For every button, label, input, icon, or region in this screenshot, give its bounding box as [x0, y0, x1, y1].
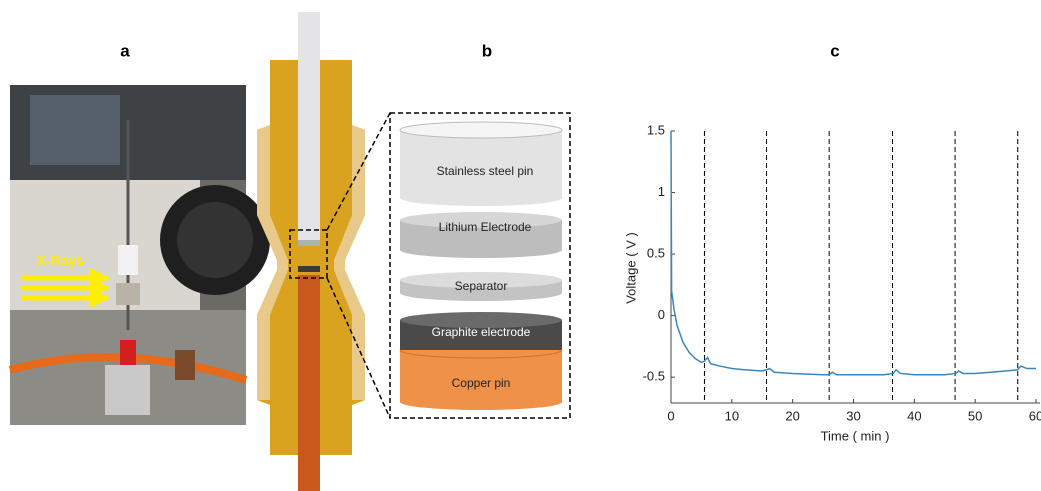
photo-part	[120, 340, 136, 365]
y-tick-label: 0	[658, 307, 665, 322]
y-tick-label: 1.5	[647, 122, 665, 137]
figure: a b c X-Rays	[0, 0, 1041, 491]
y-tick-label: -0.5	[643, 369, 665, 384]
y-tick-label: 1	[658, 184, 665, 199]
x-tick-label: 0	[667, 408, 674, 423]
xray-label: X-Rays	[36, 253, 84, 269]
exploded-view-part	[400, 122, 562, 138]
layer-label: Separator	[455, 279, 508, 293]
x-tick-label: 20	[785, 408, 799, 423]
cell-section-part	[298, 240, 320, 246]
layer-label: Stainless steel pin	[437, 164, 534, 178]
data-line	[671, 131, 1036, 375]
layer-label: Lithium Electrode	[439, 220, 532, 234]
photo-part	[116, 283, 140, 305]
cell-section-part	[298, 275, 320, 491]
x-tick-label: 50	[968, 408, 982, 423]
layer-label: Copper pin	[452, 376, 511, 390]
x-axis-title: Time ( min )	[821, 428, 890, 443]
y-tick-label: 0.5	[647, 246, 665, 261]
photo-part	[177, 202, 253, 278]
x-tick-label: 10	[725, 408, 739, 423]
x-tick-label: 60	[1029, 408, 1041, 423]
photo-part	[30, 95, 120, 165]
x-tick-label: 30	[846, 408, 860, 423]
cell-section-part	[298, 12, 320, 240]
photo-part	[118, 245, 138, 275]
panel-label: b	[482, 41, 492, 60]
panel-label: c	[830, 41, 839, 60]
panel-label: a	[120, 41, 130, 60]
cell-section-part	[298, 266, 320, 272]
photo-part	[175, 350, 195, 380]
photo-part	[105, 365, 150, 415]
layer-label: Graphite electrode	[432, 325, 531, 339]
x-tick-label: 40	[907, 408, 921, 423]
y-axis-title: Voltage ( V )	[623, 232, 638, 304]
